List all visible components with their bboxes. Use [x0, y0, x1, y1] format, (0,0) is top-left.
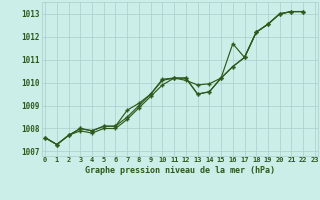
X-axis label: Graphe pression niveau de la mer (hPa): Graphe pression niveau de la mer (hPa)	[85, 166, 275, 175]
